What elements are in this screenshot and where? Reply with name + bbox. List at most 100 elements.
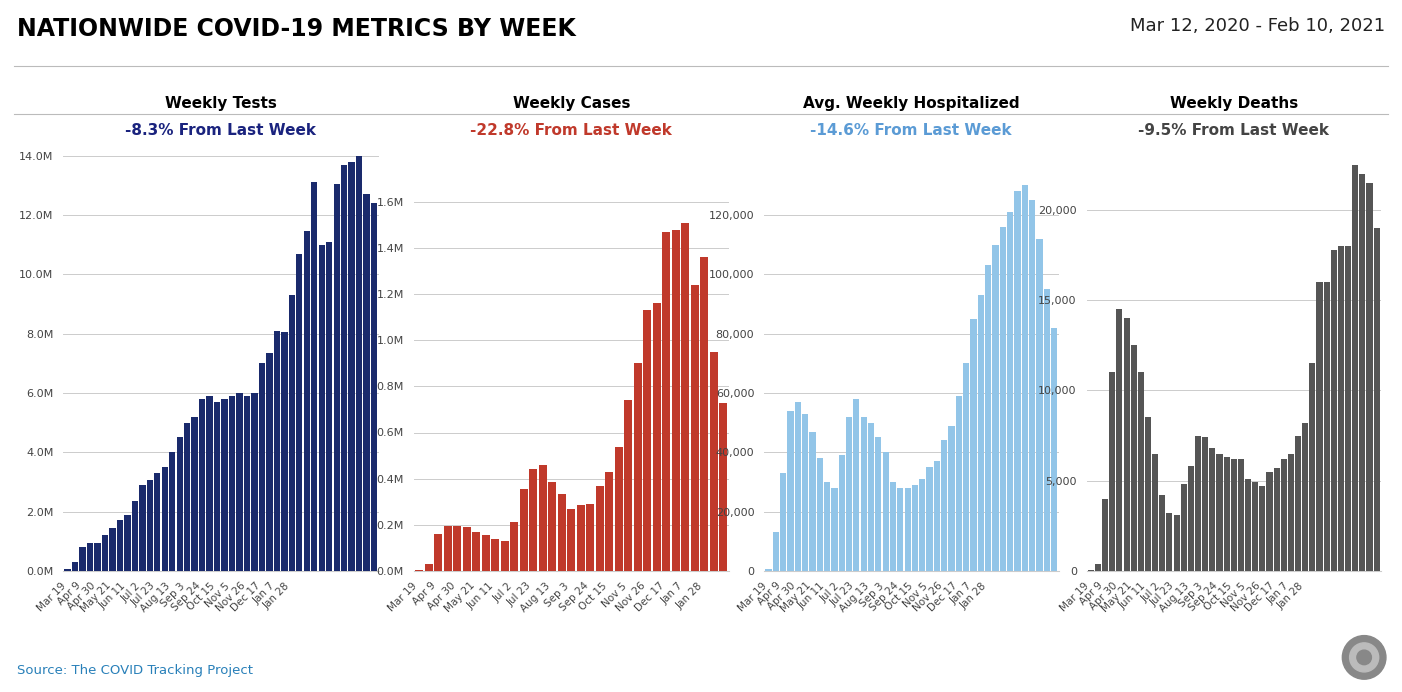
Bar (1338, 246, 1345, 571)
Bar (1022, 185, 1028, 571)
Bar (1231, 459, 1237, 571)
Bar (970, 319, 977, 571)
Bar (1043, 289, 1050, 571)
Bar (993, 245, 998, 571)
Bar (1152, 453, 1158, 571)
Bar (215, 402, 220, 571)
Text: Mar 12, 2020 - Feb 10, 2021: Mar 12, 2020 - Feb 10, 2021 (1130, 17, 1385, 35)
Bar (719, 403, 728, 571)
Bar (520, 489, 527, 571)
Bar (691, 285, 698, 571)
Bar (824, 482, 830, 571)
Text: Weekly Tests: Weekly Tests (165, 95, 276, 111)
Bar (1130, 345, 1137, 571)
Bar (72, 562, 79, 571)
Text: -9.5% From Last Week: -9.5% From Last Week (1138, 123, 1329, 138)
Bar (956, 396, 962, 571)
Bar (341, 165, 348, 571)
Bar (644, 310, 652, 571)
Bar (463, 527, 471, 571)
Bar (1166, 513, 1172, 571)
Bar (1330, 250, 1338, 571)
Bar (237, 393, 243, 571)
Bar (472, 531, 481, 571)
Bar (177, 437, 182, 571)
Bar (911, 485, 918, 571)
Bar (700, 257, 708, 571)
Bar (986, 266, 991, 571)
Bar (363, 194, 370, 571)
Bar (259, 363, 265, 571)
Bar (795, 402, 801, 571)
Bar (615, 448, 622, 571)
Bar (1281, 459, 1287, 571)
Bar (1367, 183, 1373, 571)
Bar (904, 488, 911, 571)
Bar (1102, 499, 1108, 571)
Bar (296, 253, 303, 571)
Bar (244, 396, 250, 571)
Bar (1252, 482, 1258, 571)
Bar (890, 482, 896, 571)
Bar (64, 570, 70, 571)
Bar (1095, 564, 1101, 571)
Bar (838, 455, 845, 571)
Bar (1029, 200, 1035, 571)
Bar (154, 473, 160, 571)
Bar (963, 363, 969, 571)
Bar (229, 396, 236, 571)
Bar (831, 488, 837, 571)
Bar (653, 303, 660, 571)
Bar (273, 331, 280, 571)
Bar (977, 295, 984, 571)
Bar (435, 534, 443, 571)
Bar (1295, 435, 1301, 571)
Bar (453, 526, 461, 571)
Bar (586, 504, 594, 571)
Bar (861, 417, 866, 571)
Bar (1245, 479, 1251, 571)
Bar (709, 352, 718, 571)
Bar (1159, 495, 1165, 571)
Bar (510, 522, 519, 571)
Bar (184, 423, 191, 571)
Bar (809, 432, 816, 571)
Bar (372, 203, 377, 571)
Bar (624, 400, 632, 571)
Bar (1259, 486, 1266, 571)
Bar (1323, 282, 1329, 571)
Text: Weekly Cases: Weekly Cases (513, 95, 629, 111)
Bar (1266, 472, 1273, 571)
Bar (139, 485, 146, 571)
Bar (788, 411, 794, 571)
Bar (251, 393, 258, 571)
Bar (356, 156, 362, 571)
Bar (1000, 227, 1007, 571)
Bar (1015, 191, 1021, 571)
Bar (934, 461, 941, 571)
Bar (192, 417, 198, 571)
Text: -22.8% From Last Week: -22.8% From Last Week (471, 123, 672, 138)
Bar (125, 515, 130, 571)
Bar (199, 399, 205, 571)
Bar (765, 570, 771, 571)
Bar (606, 472, 613, 571)
Bar (558, 493, 566, 571)
Bar (222, 399, 227, 571)
Bar (102, 536, 108, 571)
Bar (161, 467, 168, 571)
Bar (327, 242, 332, 571)
Bar (1273, 468, 1280, 571)
Bar (334, 184, 339, 571)
Bar (854, 399, 859, 571)
Bar (1309, 363, 1315, 571)
Bar (206, 396, 213, 571)
Bar (1195, 435, 1202, 571)
Bar (1116, 309, 1123, 571)
Bar (1288, 453, 1294, 571)
Bar (109, 528, 115, 571)
Bar (576, 505, 585, 571)
Bar (1187, 466, 1195, 571)
Bar (596, 486, 604, 571)
Bar (538, 465, 547, 571)
